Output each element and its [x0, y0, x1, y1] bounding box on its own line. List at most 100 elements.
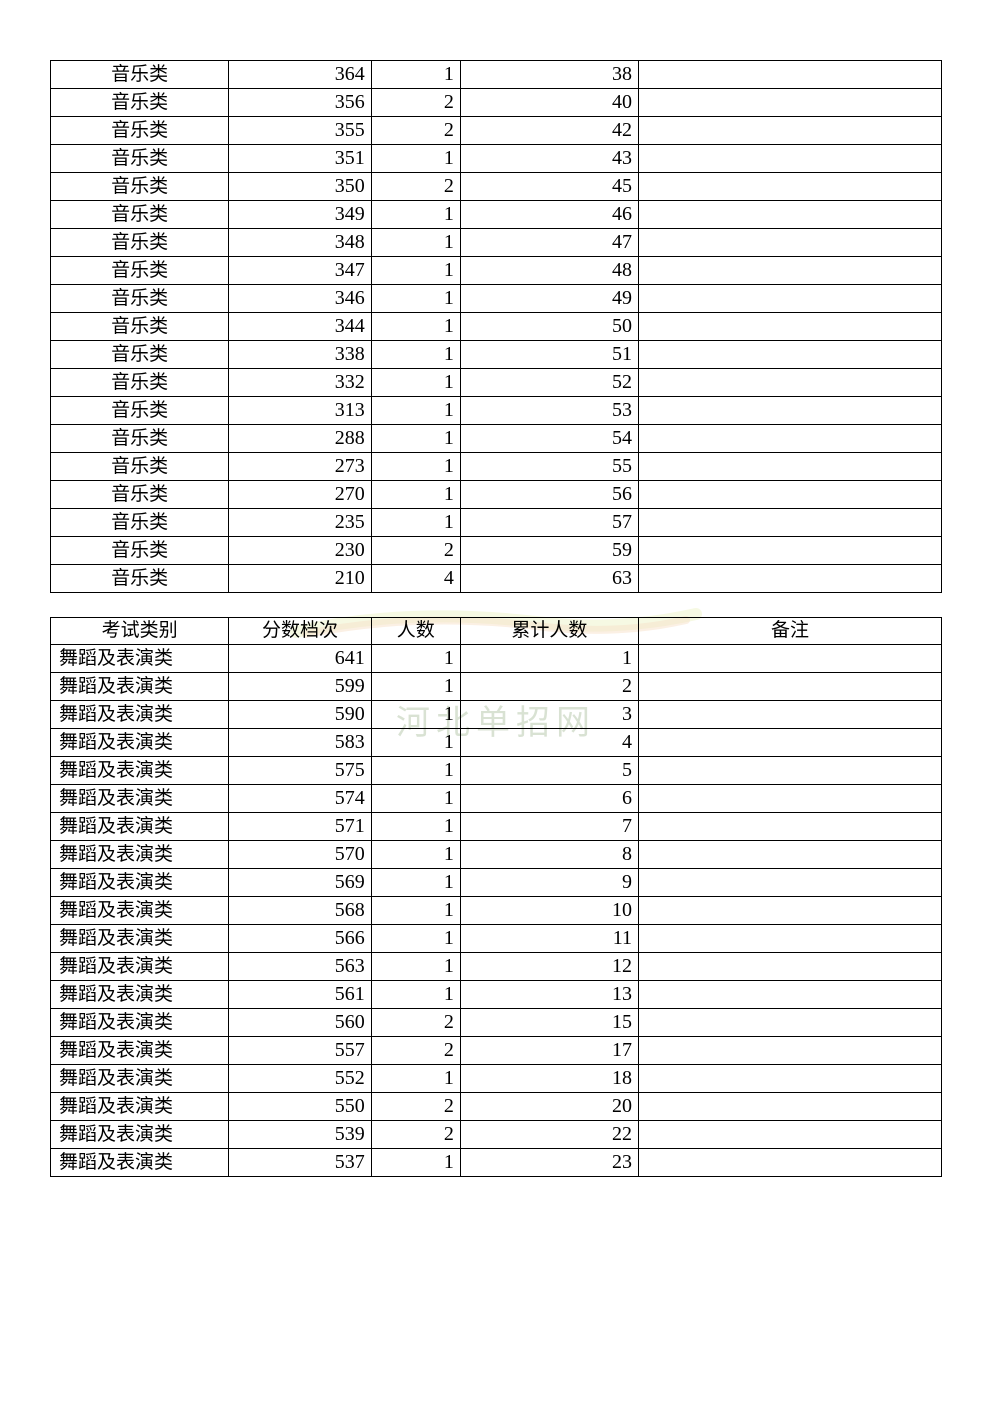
cell-count: 1 [371, 453, 460, 481]
cell-note [639, 785, 942, 813]
table-row: 舞蹈及表演类57117 [51, 813, 942, 841]
cell-score: 235 [229, 509, 372, 537]
cell-score: 349 [229, 201, 372, 229]
cell-cumulative: 15 [460, 1009, 638, 1037]
cell-score: 288 [229, 425, 372, 453]
cell-count: 2 [371, 1009, 460, 1037]
cell-cumulative: 40 [460, 89, 638, 117]
cell-count: 1 [371, 757, 460, 785]
cell-score: 583 [229, 729, 372, 757]
table-row: 舞蹈及表演类57416 [51, 785, 942, 813]
cell-score: 570 [229, 841, 372, 869]
cell-cumulative: 46 [460, 201, 638, 229]
table-row: 音乐类210463 [51, 565, 942, 593]
cell-note [639, 1121, 942, 1149]
table-row: 舞蹈及表演类59013 [51, 701, 942, 729]
table-row: 舞蹈及表演类552118 [51, 1065, 942, 1093]
table-row: 舞蹈及表演类561113 [51, 981, 942, 1009]
cell-count: 1 [371, 481, 460, 509]
cell-category: 舞蹈及表演类 [51, 953, 229, 981]
cell-count: 1 [371, 925, 460, 953]
cell-category: 舞蹈及表演类 [51, 757, 229, 785]
table-row: 舞蹈及表演类57515 [51, 757, 942, 785]
cell-score: 590 [229, 701, 372, 729]
cell-category: 舞蹈及表演类 [51, 673, 229, 701]
cell-count: 1 [371, 509, 460, 537]
cell-note [639, 729, 942, 757]
cell-note [639, 369, 942, 397]
cell-note [639, 925, 942, 953]
cell-count: 1 [371, 981, 460, 1009]
cell-score: 563 [229, 953, 372, 981]
cell-score: 568 [229, 897, 372, 925]
cell-category: 音乐类 [51, 565, 229, 593]
cell-cumulative: 38 [460, 61, 638, 89]
cell-note [639, 1037, 942, 1065]
cell-note [639, 61, 942, 89]
music-table: 音乐类364138音乐类356240音乐类355242音乐类351143音乐类3… [50, 60, 942, 593]
cell-cumulative: 48 [460, 257, 638, 285]
cell-category: 舞蹈及表演类 [51, 1121, 229, 1149]
cell-note [639, 1009, 942, 1037]
table-row: 舞蹈及表演类537123 [51, 1149, 942, 1177]
cell-count: 4 [371, 565, 460, 593]
cell-cumulative: 56 [460, 481, 638, 509]
cell-cumulative: 45 [460, 173, 638, 201]
cell-note [639, 425, 942, 453]
cell-score: 539 [229, 1121, 372, 1149]
cell-count: 1 [371, 785, 460, 813]
cell-score: 560 [229, 1009, 372, 1037]
cell-cumulative: 22 [460, 1121, 638, 1149]
cell-note [639, 313, 942, 341]
table-row: 音乐类235157 [51, 509, 942, 537]
cell-score: 350 [229, 173, 372, 201]
cell-score: 571 [229, 813, 372, 841]
cell-count: 1 [371, 673, 460, 701]
table-row: 舞蹈及表演类566111 [51, 925, 942, 953]
cell-score: 641 [229, 645, 372, 673]
header-score: 分数档次 [229, 618, 372, 645]
cell-cumulative: 9 [460, 869, 638, 897]
cell-note [639, 257, 942, 285]
cell-category: 舞蹈及表演类 [51, 841, 229, 869]
cell-count: 2 [371, 1121, 460, 1149]
cell-cumulative: 11 [460, 925, 638, 953]
cell-score: 344 [229, 313, 372, 341]
cell-note [639, 89, 942, 117]
table-header-row: 考试类别分数档次人数累计人数备注 [51, 618, 942, 645]
cell-score: 230 [229, 537, 372, 565]
cell-score: 346 [229, 285, 372, 313]
table-row: 音乐类273155 [51, 453, 942, 481]
table-row: 音乐类270156 [51, 481, 942, 509]
cell-note [639, 869, 942, 897]
table-row: 音乐类355242 [51, 117, 942, 145]
cell-category: 音乐类 [51, 257, 229, 285]
table-row: 舞蹈及表演类563112 [51, 953, 942, 981]
cell-score: 338 [229, 341, 372, 369]
table-row: 音乐类351143 [51, 145, 942, 173]
cell-score: 569 [229, 869, 372, 897]
cell-category: 舞蹈及表演类 [51, 813, 229, 841]
cell-note [639, 1065, 942, 1093]
cell-note [639, 841, 942, 869]
cell-note [639, 537, 942, 565]
table-row: 舞蹈及表演类56919 [51, 869, 942, 897]
cell-category: 舞蹈及表演类 [51, 785, 229, 813]
cell-category: 音乐类 [51, 61, 229, 89]
table-row: 舞蹈及表演类550220 [51, 1093, 942, 1121]
cell-cumulative: 23 [460, 1149, 638, 1177]
watermark-wrap: 河北单招网 考试类别分数档次人数累计人数备注舞蹈及表演类64111舞蹈及表演类5… [50, 617, 942, 1177]
cell-score: 347 [229, 257, 372, 285]
cell-cumulative: 7 [460, 813, 638, 841]
cell-score: 355 [229, 117, 372, 145]
cell-count: 1 [371, 201, 460, 229]
cell-category: 音乐类 [51, 341, 229, 369]
cell-cumulative: 5 [460, 757, 638, 785]
cell-cumulative: 42 [460, 117, 638, 145]
cell-cumulative: 2 [460, 673, 638, 701]
cell-category: 音乐类 [51, 117, 229, 145]
cell-note [639, 701, 942, 729]
cell-count: 1 [371, 229, 460, 257]
cell-category: 音乐类 [51, 453, 229, 481]
cell-cumulative: 47 [460, 229, 638, 257]
